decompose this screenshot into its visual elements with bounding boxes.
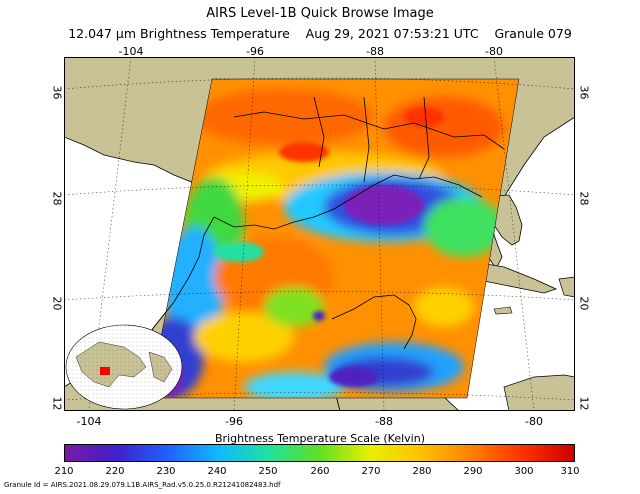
lat-label-left: 12 <box>50 396 64 411</box>
scale-tick-label: 290 <box>463 466 483 477</box>
lat-label-right: 36 <box>577 85 591 100</box>
map-title: AIRS Level-1B Quick Browse Image <box>206 6 434 21</box>
lon-label-bottom: -96 <box>225 415 243 428</box>
lat-label-right: 12 <box>577 396 591 411</box>
lon-label-top: -96 <box>246 45 264 58</box>
swath-outline <box>148 78 520 399</box>
lon-label-bottom: -80 <box>525 415 543 428</box>
brightness-temperature-swath <box>149 79 519 398</box>
lon-label-top: -88 <box>366 45 384 58</box>
lat-label-left: 28 <box>50 191 64 206</box>
scale-tick-label: 280 <box>412 466 432 477</box>
color-scale-bar <box>64 444 575 462</box>
lat-label-right: 20 <box>577 296 591 311</box>
land-islands <box>558 276 575 298</box>
lon-label-bottom: -104 <box>76 415 102 428</box>
lon-label-bottom: -88 <box>375 415 393 428</box>
scale-tick-label: 240 <box>207 466 227 477</box>
satellite-map <box>64 57 575 411</box>
lat-label-left: 20 <box>50 296 64 311</box>
scale-tick-label: 250 <box>258 466 278 477</box>
land-jamaica <box>493 306 513 315</box>
scale-tick-label: 220 <box>105 466 125 477</box>
lat-label-left: 36 <box>50 85 64 100</box>
scale-tick-label: 260 <box>310 466 330 477</box>
scale-title: Brightness Temperature Scale (Kelvin) <box>215 432 425 445</box>
scale-tick-label: 210 <box>54 466 74 477</box>
scale-tick-label: 270 <box>361 466 381 477</box>
scale-tick-label: 310 <box>560 466 580 477</box>
granule-id: Granule Id = AIRS.2021.08.29.079.L1B.AIR… <box>4 481 281 489</box>
inset-globe <box>65 324 183 410</box>
coastline-overlay <box>143 96 505 350</box>
map-subtitle: 12.047 μm Brightness Temperature Aug 29,… <box>68 26 572 41</box>
land-south-america <box>503 374 575 411</box>
lon-label-top: -104 <box>118 45 144 58</box>
scale-tick-label: 230 <box>156 466 176 477</box>
scale-tick-label: 300 <box>514 466 534 477</box>
lat-label-right: 28 <box>577 191 591 206</box>
lon-label-top: -80 <box>485 45 503 58</box>
